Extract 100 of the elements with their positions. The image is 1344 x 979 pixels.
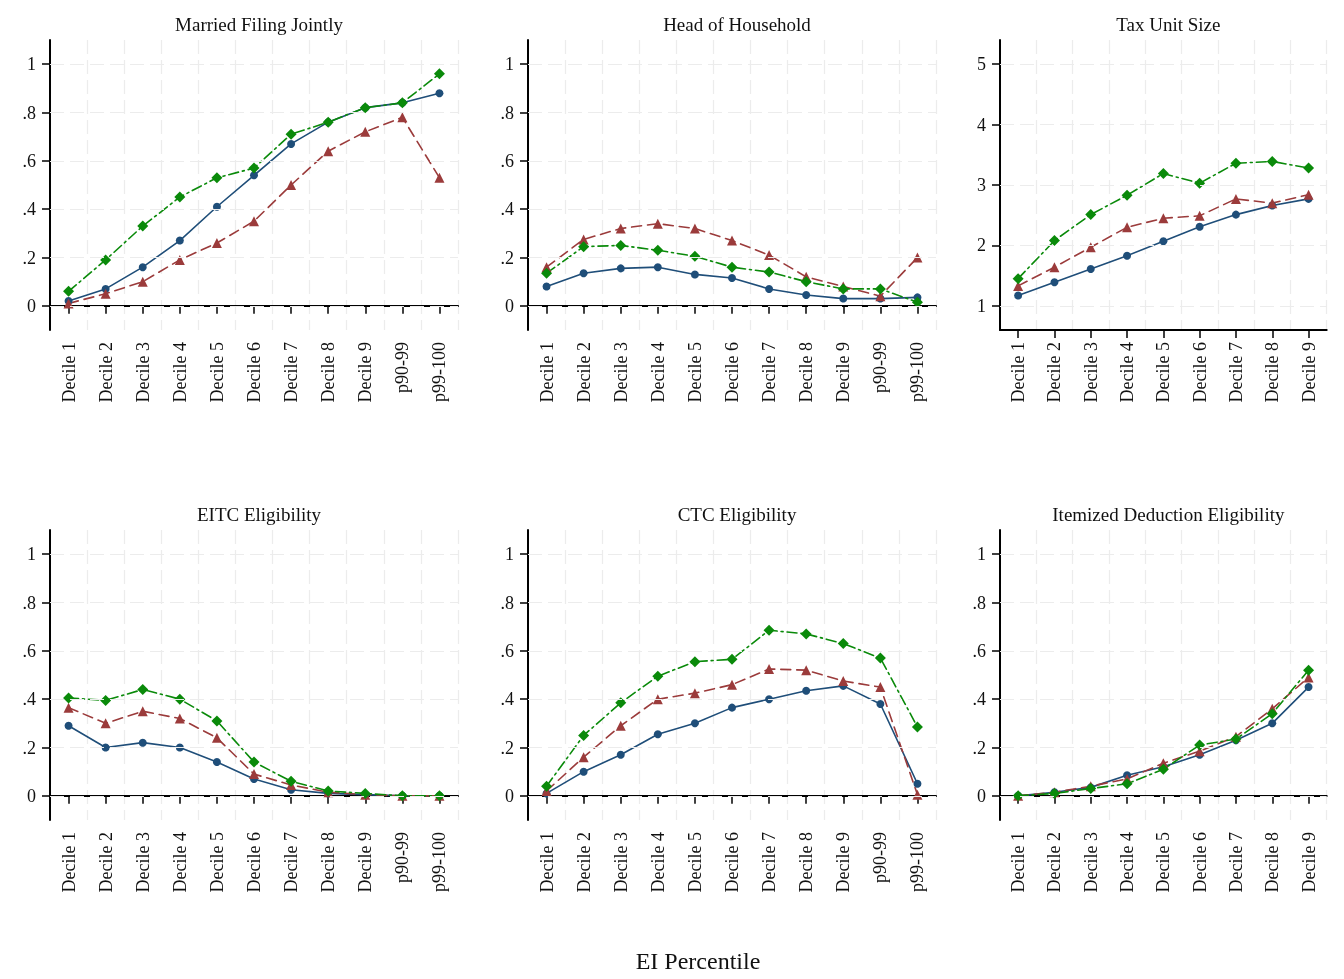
x-tick-label: Decile 7 [1225, 342, 1246, 403]
y-tick-label: 3 [977, 175, 986, 195]
point [1050, 278, 1059, 287]
point [652, 670, 664, 682]
point [578, 729, 590, 741]
point [211, 715, 223, 727]
x-tick-label: Decile 3 [610, 342, 631, 403]
point [1012, 273, 1024, 285]
point [615, 720, 626, 731]
point [360, 126, 371, 137]
point [211, 238, 222, 248]
x-tick-label: Decile 1 [1008, 832, 1029, 893]
point [1159, 237, 1168, 246]
x-tick-label: Decile 2 [95, 832, 116, 893]
point [616, 750, 625, 759]
x-tick-label: Decile 1 [1008, 342, 1029, 403]
x-tick-label: Decile 6 [1189, 342, 1210, 403]
x-tick-label: Decile 5 [206, 832, 227, 893]
x-tick-label: p90-99 [392, 342, 413, 393]
chart-title: Itemized Deduction Eligibility [1052, 504, 1285, 525]
point [839, 294, 848, 303]
point [323, 146, 334, 157]
point [1266, 708, 1278, 720]
x-tick-label: Decile 9 [355, 832, 376, 893]
x-tick-label: Decile 8 [796, 832, 817, 893]
point [1086, 264, 1095, 273]
point [800, 628, 812, 640]
x-tick-label: Decile 3 [610, 832, 631, 893]
x-tick-label: Decile 4 [169, 832, 190, 893]
x-tick-label: Decile 2 [95, 342, 116, 403]
x-tick-label: Decile 2 [1044, 342, 1065, 403]
point [1304, 683, 1313, 692]
point [616, 264, 625, 273]
point [63, 298, 74, 309]
y-tick-label: 1 [505, 54, 514, 75]
point [689, 656, 701, 668]
x-tick-label: Decile 4 [1117, 342, 1138, 403]
point [433, 68, 445, 80]
x-tick-label: Decile 6 [722, 832, 742, 893]
point [1121, 189, 1133, 201]
y-tick-label: 1 [27, 54, 36, 75]
point [1194, 177, 1206, 189]
y-tick-label: .6 [22, 150, 36, 171]
point [1157, 168, 1169, 180]
point [728, 274, 736, 283]
point [542, 282, 551, 291]
point [211, 732, 222, 743]
point [689, 688, 700, 699]
x-tick-label: p99-100 [429, 832, 450, 892]
point [1230, 157, 1242, 169]
x-tick-label: Decile 6 [244, 342, 264, 403]
x-tick-label: Decile 8 [318, 832, 339, 893]
point [652, 218, 663, 229]
point [690, 270, 699, 279]
x-tick-label: p90-99 [870, 832, 891, 883]
point [1303, 189, 1314, 200]
x-tick-label: Decile 9 [833, 342, 854, 403]
y-tick-label: .6 [22, 640, 36, 661]
point [174, 713, 185, 724]
point [800, 276, 812, 288]
point [138, 263, 147, 272]
point [727, 235, 737, 246]
point [212, 758, 221, 766]
point [174, 254, 185, 265]
point [726, 261, 738, 273]
x-tick-label: Decile 6 [1189, 832, 1210, 893]
point [1121, 778, 1133, 790]
y-tick-label: 0 [505, 785, 514, 806]
point [1195, 222, 1204, 231]
point [728, 703, 736, 712]
y-tick-label: .8 [22, 102, 36, 123]
point [690, 719, 699, 728]
y-tick-label: 5 [977, 54, 986, 75]
x-tick-label: Decile 9 [1298, 832, 1319, 893]
point [1122, 222, 1133, 233]
point [911, 296, 923, 308]
point [63, 692, 75, 704]
point [1194, 739, 1206, 751]
point [578, 241, 590, 253]
point [137, 276, 148, 287]
point [1049, 262, 1060, 273]
x-tick-label: Decile 2 [1044, 832, 1065, 893]
point [578, 752, 589, 763]
y-tick-label: .8 [500, 102, 514, 123]
x-tick-label: Decile 9 [833, 832, 854, 893]
y-tick-label: .4 [22, 199, 36, 220]
y-tick-label: 1 [27, 544, 36, 565]
point [1048, 235, 1060, 247]
point [397, 112, 408, 123]
point [837, 638, 849, 650]
chart-title: EITC Eligibility [196, 504, 322, 525]
y-tick-label: .6 [500, 150, 514, 171]
point [286, 180, 297, 190]
point [248, 756, 260, 768]
x-tick-label: p90-99 [392, 832, 413, 883]
point [541, 267, 553, 279]
point [100, 718, 111, 729]
x-tick-label: Decile 4 [1117, 832, 1138, 893]
y-tick-label: 0 [977, 785, 986, 806]
x-tick-label: p99-100 [907, 342, 928, 402]
